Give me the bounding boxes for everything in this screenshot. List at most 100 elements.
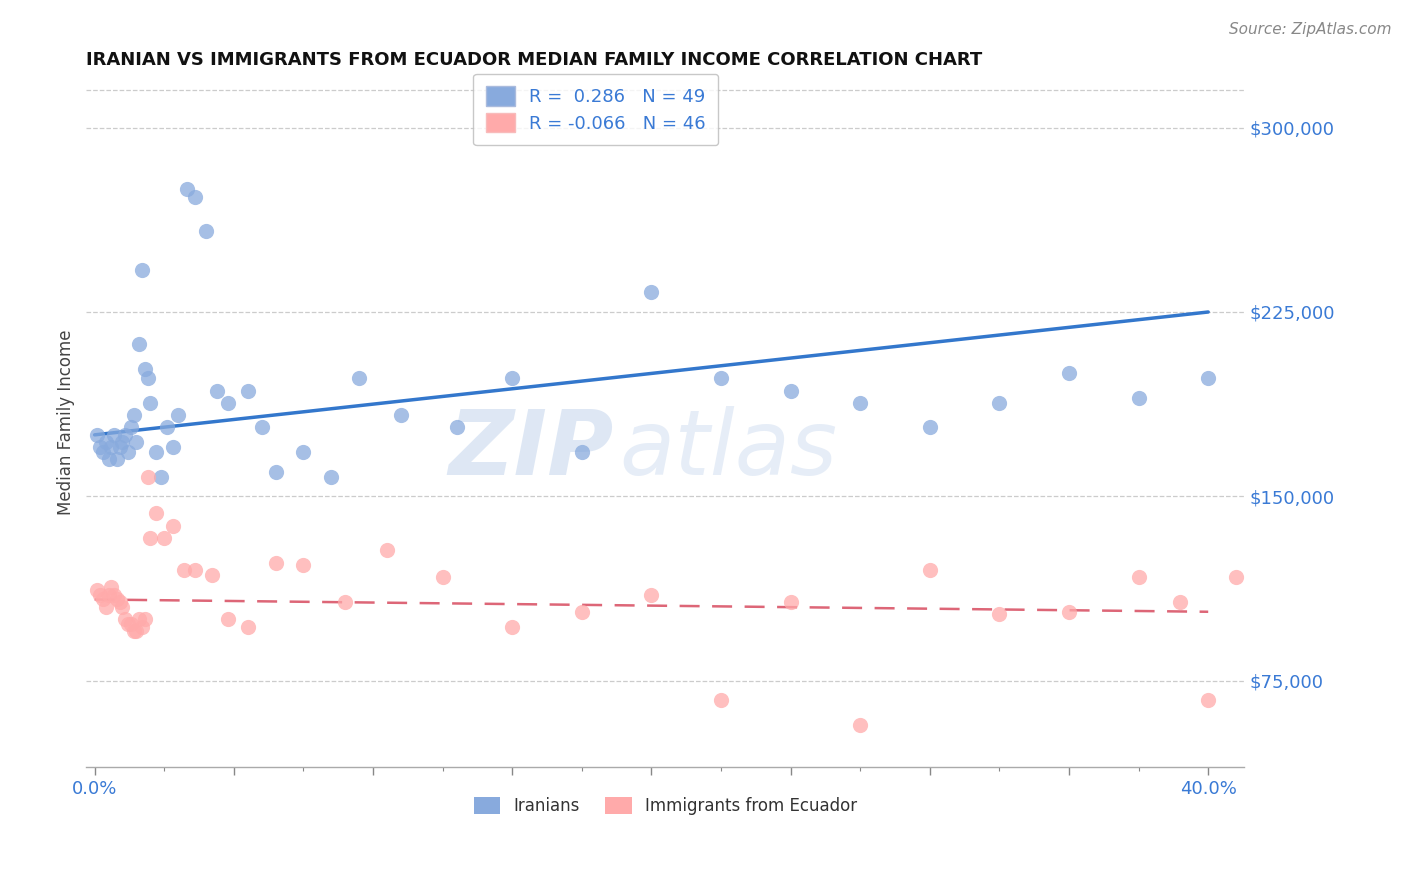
Point bbox=[918, 563, 941, 577]
Point bbox=[134, 612, 156, 626]
Point bbox=[108, 595, 131, 609]
Point bbox=[94, 435, 117, 450]
Point bbox=[150, 469, 173, 483]
Point bbox=[1197, 371, 1219, 385]
Point bbox=[236, 384, 259, 398]
Text: IRANIAN VS IMMIGRANTS FROM ECUADOR MEDIAN FAMILY INCOME CORRELATION CHART: IRANIAN VS IMMIGRANTS FROM ECUADOR MEDIA… bbox=[86, 51, 983, 69]
Point bbox=[145, 445, 167, 459]
Point bbox=[918, 420, 941, 434]
Point bbox=[103, 428, 125, 442]
Point bbox=[145, 507, 167, 521]
Point bbox=[432, 570, 454, 584]
Point bbox=[120, 617, 142, 632]
Point bbox=[162, 518, 184, 533]
Point bbox=[347, 371, 370, 385]
Text: atlas: atlas bbox=[619, 406, 837, 494]
Text: Source: ZipAtlas.com: Source: ZipAtlas.com bbox=[1229, 22, 1392, 37]
Point bbox=[988, 396, 1011, 410]
Text: ZIP: ZIP bbox=[449, 406, 613, 494]
Point bbox=[1225, 570, 1247, 584]
Point bbox=[389, 408, 412, 422]
Point bbox=[375, 543, 398, 558]
Point bbox=[217, 612, 239, 626]
Point bbox=[640, 285, 662, 300]
Point bbox=[236, 619, 259, 633]
Point bbox=[292, 445, 315, 459]
Point bbox=[136, 469, 159, 483]
Point bbox=[128, 612, 150, 626]
Point bbox=[122, 408, 145, 422]
Point bbox=[779, 595, 801, 609]
Point bbox=[195, 224, 218, 238]
Point bbox=[91, 592, 114, 607]
Point bbox=[131, 263, 153, 277]
Point bbox=[86, 428, 108, 442]
Point bbox=[184, 563, 207, 577]
Point bbox=[205, 384, 228, 398]
Point bbox=[100, 440, 122, 454]
Point bbox=[162, 440, 184, 454]
Point bbox=[1128, 391, 1150, 405]
Point bbox=[91, 445, 114, 459]
Point bbox=[139, 396, 162, 410]
Point bbox=[446, 420, 468, 434]
Y-axis label: Median Family Income: Median Family Income bbox=[58, 330, 75, 516]
Point bbox=[264, 465, 287, 479]
Point bbox=[128, 337, 150, 351]
Point bbox=[114, 428, 136, 442]
Point bbox=[173, 563, 195, 577]
Point bbox=[139, 531, 162, 545]
Point bbox=[501, 371, 523, 385]
Point bbox=[335, 595, 357, 609]
Point bbox=[571, 605, 593, 619]
Point bbox=[321, 469, 343, 483]
Point bbox=[136, 371, 159, 385]
Point bbox=[153, 531, 176, 545]
Point bbox=[117, 617, 139, 632]
Point bbox=[217, 396, 239, 410]
Point bbox=[97, 588, 120, 602]
Point bbox=[105, 592, 128, 607]
Point bbox=[710, 371, 733, 385]
Legend: Iranians, Immigrants from Ecuador: Iranians, Immigrants from Ecuador bbox=[465, 789, 866, 823]
Point bbox=[988, 607, 1011, 622]
Point bbox=[200, 568, 222, 582]
Point bbox=[1128, 570, 1150, 584]
Point bbox=[114, 612, 136, 626]
Point bbox=[86, 582, 108, 597]
Point bbox=[1057, 367, 1080, 381]
Point bbox=[849, 396, 872, 410]
Point bbox=[94, 599, 117, 614]
Point bbox=[849, 718, 872, 732]
Point bbox=[1197, 693, 1219, 707]
Point bbox=[292, 558, 315, 572]
Point bbox=[184, 189, 207, 203]
Point bbox=[640, 588, 662, 602]
Point bbox=[103, 588, 125, 602]
Point bbox=[167, 408, 190, 422]
Point bbox=[134, 361, 156, 376]
Point bbox=[250, 420, 273, 434]
Point bbox=[122, 624, 145, 639]
Point bbox=[111, 435, 134, 450]
Point bbox=[264, 556, 287, 570]
Point bbox=[1170, 595, 1192, 609]
Point bbox=[105, 452, 128, 467]
Point bbox=[125, 435, 148, 450]
Point bbox=[501, 619, 523, 633]
Point bbox=[1057, 605, 1080, 619]
Point bbox=[108, 440, 131, 454]
Point bbox=[125, 624, 148, 639]
Point bbox=[571, 445, 593, 459]
Point bbox=[117, 445, 139, 459]
Point bbox=[100, 580, 122, 594]
Point bbox=[131, 619, 153, 633]
Point bbox=[111, 599, 134, 614]
Point bbox=[120, 420, 142, 434]
Point bbox=[89, 588, 111, 602]
Point bbox=[97, 452, 120, 467]
Point bbox=[779, 384, 801, 398]
Point bbox=[176, 182, 198, 196]
Point bbox=[710, 693, 733, 707]
Point bbox=[89, 440, 111, 454]
